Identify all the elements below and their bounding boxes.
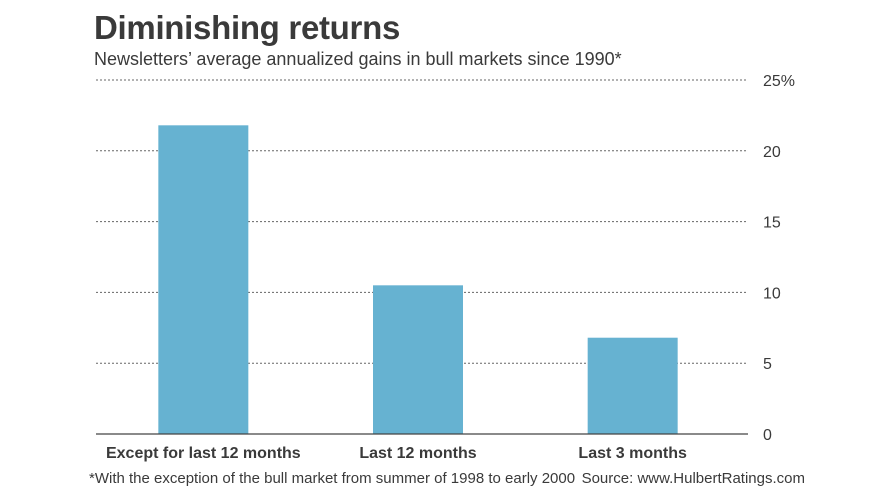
source-credit: Source: www.HulbertRatings.com <box>581 470 805 487</box>
chart-subtitle: Newsletters’ average annualized gains in… <box>94 49 622 69</box>
x-tick-labels: Except for last 12 months Last 12 months L… <box>106 445 687 462</box>
bars <box>158 125 678 434</box>
bar <box>158 125 249 434</box>
y-tick-label: 25% <box>763 73 795 90</box>
y-tick-label: 15 <box>763 215 781 232</box>
bar <box>587 337 678 434</box>
bar <box>373 285 463 434</box>
y-tick-label: 0 <box>763 427 772 444</box>
y-tick-label: 20 <box>763 144 781 161</box>
x-tick-label: Except for last 12 months <box>106 445 301 462</box>
y-tick-label: 10 <box>763 285 781 302</box>
y-tick-label: 5 <box>763 356 772 373</box>
chart-title: Diminishing returns <box>94 9 400 46</box>
y-tick-labels: 0 5 10 15 20 25% <box>763 73 795 444</box>
x-tick-label: Last 3 months <box>578 445 687 462</box>
x-tick-label: Last 12 months <box>359 445 476 462</box>
footnote: *With the exception of the bull market f… <box>89 470 576 487</box>
